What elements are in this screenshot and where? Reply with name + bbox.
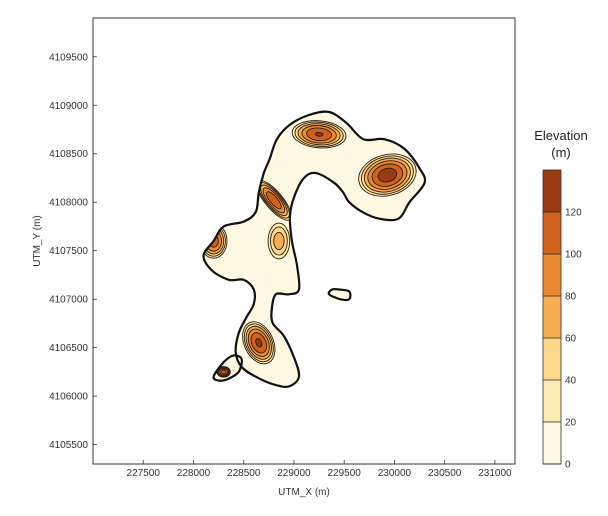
contour-60-peak-5 <box>273 231 285 251</box>
contour-120-peak-2 <box>314 131 324 137</box>
colorbar-tick-label: 0 <box>565 460 571 471</box>
colorbar-title-line2: (m) <box>551 145 571 160</box>
x-tick-label: 229500 <box>328 468 362 479</box>
colorbar-segment-120 <box>543 170 561 212</box>
y-tick-label: 4109500 <box>49 52 88 63</box>
colorbar-segment-0 <box>543 422 561 464</box>
x-tick-label: 228500 <box>227 468 261 479</box>
outline-small-knoll <box>327 287 352 302</box>
y-tick-label: 4105500 <box>49 440 88 451</box>
x-axis-ticks: 227500 228000 228500 229000 229500 230000 2305… <box>127 460 512 479</box>
contour-120-peak-3 <box>255 338 263 348</box>
x-tick-label: 229000 <box>277 468 311 479</box>
x-tick-label: 227500 <box>127 468 161 479</box>
colorbar-tick-label: 100 <box>565 250 582 261</box>
colorbar-tick-label: 60 <box>565 334 577 345</box>
x-tick-label: 230500 <box>428 468 462 479</box>
x-tick-label: 230000 <box>378 468 412 479</box>
x-tick-label: 231000 <box>478 468 512 479</box>
colorbar-tick-label: 120 <box>565 208 582 219</box>
base-fill <box>328 289 351 300</box>
y-tick-label: 4106500 <box>49 343 88 354</box>
colorbar-title-line1: Elevation <box>534 128 587 143</box>
colorbar-segment-100 <box>543 212 561 254</box>
y-tick-label: 4108500 <box>49 149 88 160</box>
colorbar-tick-label: 80 <box>565 292 577 303</box>
outline-southwest-knoll <box>212 354 243 382</box>
y-tick-label: 4107000 <box>49 295 88 306</box>
y-tick-label: 4109000 <box>49 101 88 112</box>
y-tick-label: 4108000 <box>49 198 88 209</box>
colorbar-tick-label: 40 <box>565 376 577 387</box>
terrain-outlines <box>202 110 427 388</box>
plot-area <box>92 17 516 465</box>
colorbar-segment-20 <box>543 380 561 422</box>
x-tick-label: 228000 <box>177 468 211 479</box>
colorbar-segment-60 <box>543 296 561 338</box>
colorbar-tick-label: 20 <box>565 418 577 429</box>
colorbar-segment-40 <box>543 338 561 380</box>
y-axis-ticks: 4105500 4106000 4106500 4107000 4107500 41080… <box>49 52 97 451</box>
terrain-small-knoll <box>328 289 351 300</box>
contour-100-peak-0 <box>220 369 227 375</box>
y-tick-label: 4106000 <box>49 392 88 403</box>
contour-120-peak-1 <box>377 167 398 183</box>
outline-main-massif <box>202 110 427 388</box>
colorbar: Elevation (m) 0 20 40 60 80 100 120 <box>534 128 587 471</box>
contour-100-peak-0 <box>266 191 282 210</box>
colorbar-segment-80 <box>543 254 561 296</box>
y-axis-label: UTM_Y (m) <box>32 215 43 266</box>
y-tick-label: 4107500 <box>49 246 88 257</box>
x-axis-label: UTM_X (m) <box>278 487 330 498</box>
